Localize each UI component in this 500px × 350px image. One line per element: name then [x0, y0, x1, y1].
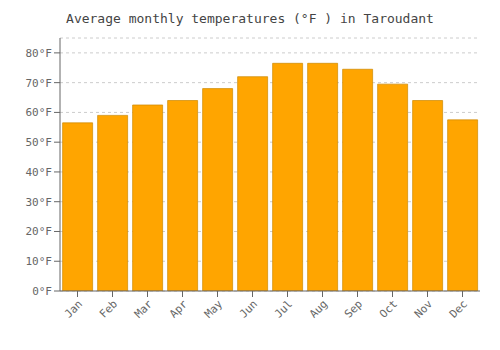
svg-text:20°F: 20°F	[26, 225, 53, 238]
svg-text:80°F: 80°F	[26, 47, 53, 60]
svg-text:Mar: Mar	[132, 297, 156, 321]
svg-text:Jan: Jan	[62, 297, 85, 320]
svg-text:60°F: 60°F	[26, 106, 53, 119]
svg-text:Dec: Dec	[447, 297, 470, 320]
svg-text:10°F: 10°F	[26, 255, 53, 268]
svg-text:Jul: Jul	[272, 297, 295, 320]
svg-text:Oct: Oct	[377, 297, 400, 320]
svg-text:50°F: 50°F	[26, 136, 53, 149]
html-text:Average monthly temperatures (: Average monthly temperatures (°F ) in Ta…	[66, 11, 434, 26]
svg-text:Aug: Aug	[307, 297, 330, 320]
svg-text:Sep: Sep	[342, 297, 365, 320]
svg-text:Feb: Feb	[97, 297, 120, 320]
svg-text:Nov: Nov	[412, 297, 436, 321]
svg-text:May: May	[202, 297, 226, 321]
svg-text:Jun: Jun	[237, 297, 260, 320]
svg-text:30°F: 30°F	[26, 196, 53, 209]
svg-text:70°F: 70°F	[26, 77, 53, 90]
svg-text:Apr: Apr	[167, 297, 191, 321]
svg-text:0°F: 0°F	[32, 285, 52, 298]
svg-text:40°F: 40°F	[26, 166, 53, 179]
